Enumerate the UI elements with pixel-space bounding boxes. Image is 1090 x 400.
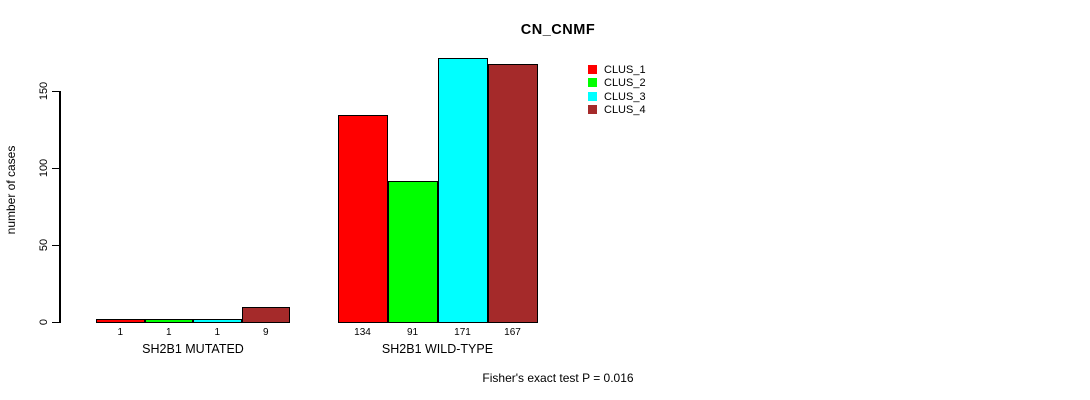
bar-value-label: 1: [165, 327, 172, 338]
bar-value-label: 171: [454, 327, 471, 338]
bar-value-label: 134: [354, 327, 371, 338]
y-tick-label: 50: [38, 238, 50, 252]
bar-clus_2-mutated: [144, 319, 193, 323]
bar-value-label: 91: [406, 327, 419, 338]
bar-value-label: 9: [262, 327, 269, 338]
legend-label: CLUS_4: [604, 103, 646, 116]
y-tick-mark: [52, 167, 60, 169]
legend-swatch-icon: [588, 65, 597, 74]
y-tick-mark: [52, 90, 60, 92]
y-tick-mark: [52, 321, 60, 323]
bar-clus_4-mutated: [241, 307, 290, 323]
legend-label: CLUS_1: [604, 64, 646, 76]
bar-clus_4-wildtype: [487, 63, 538, 323]
bar-value-label: 1: [117, 327, 124, 338]
bar-value-label: 1: [214, 327, 221, 338]
chart-title: CN_CNMF: [520, 22, 596, 38]
bar-clus_3-wildtype: [437, 57, 488, 323]
y-axis-label: number of cases: [4, 145, 18, 235]
y-tick-label: 0: [38, 318, 50, 326]
legend-label: CLUS_2: [604, 77, 646, 90]
legend-swatch-icon: [588, 78, 597, 88]
legend-swatch-icon: [588, 91, 597, 101]
y-tick-label: 150: [38, 81, 50, 101]
group-label-wildtype: SH2B1 WILD-TYPE: [381, 342, 494, 356]
bar-clus_1-wildtype: [337, 114, 388, 323]
legend-swatch-icon: [588, 104, 597, 114]
y-axis-line: [59, 91, 61, 323]
group-label-mutated: SH2B1 MUTATED: [142, 342, 244, 356]
bar-value-label: 167: [504, 327, 521, 338]
fisher-test-annotation: Fisher's exact test P = 0.016: [482, 371, 634, 385]
y-tick-mark: [52, 244, 60, 246]
legend-label: CLUS_3: [604, 90, 646, 103]
y-tick-label: 100: [38, 158, 50, 178]
bar-clus_3-mutated: [193, 319, 242, 323]
bar-clus_1-mutated: [96, 319, 145, 323]
bar-clus_2-wildtype: [387, 180, 438, 323]
